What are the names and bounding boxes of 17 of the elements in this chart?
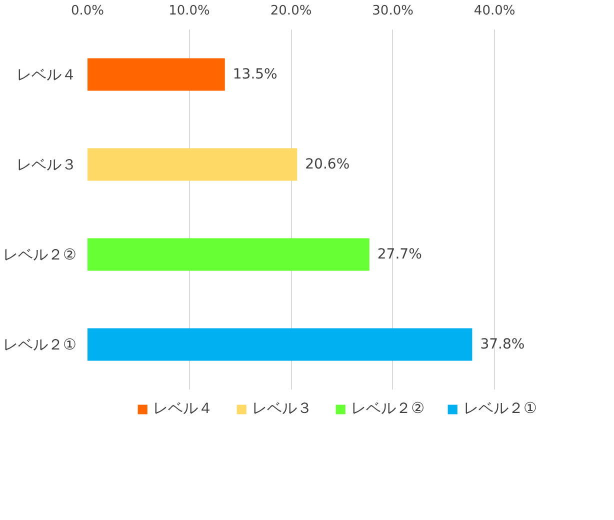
y-tick-label: レベル２① xyxy=(3,336,77,354)
legend-label: レベル２② xyxy=(351,399,425,418)
legend-label: レベル４ xyxy=(153,399,214,418)
x-tick-label: 10.0% xyxy=(168,4,210,18)
y-tick-label: レベル３ xyxy=(16,156,76,174)
y-tick-label: レベル４ xyxy=(16,66,76,84)
data-label: 13.5% xyxy=(232,66,278,82)
legend-label: レベル３ xyxy=(252,399,312,418)
y-tick-label: レベル２② xyxy=(3,246,77,264)
data-label: 37.8% xyxy=(480,336,525,352)
x-tick-label: 30.0% xyxy=(372,4,414,18)
x-tick-label: 40.0% xyxy=(474,4,516,18)
data-label: 27.7% xyxy=(377,246,422,262)
x-tick-label: 20.0% xyxy=(270,4,312,18)
data-label: 20.6% xyxy=(305,156,350,172)
legend-label: レベル２① xyxy=(464,399,537,418)
x-tick-label: 0.0% xyxy=(70,4,104,18)
